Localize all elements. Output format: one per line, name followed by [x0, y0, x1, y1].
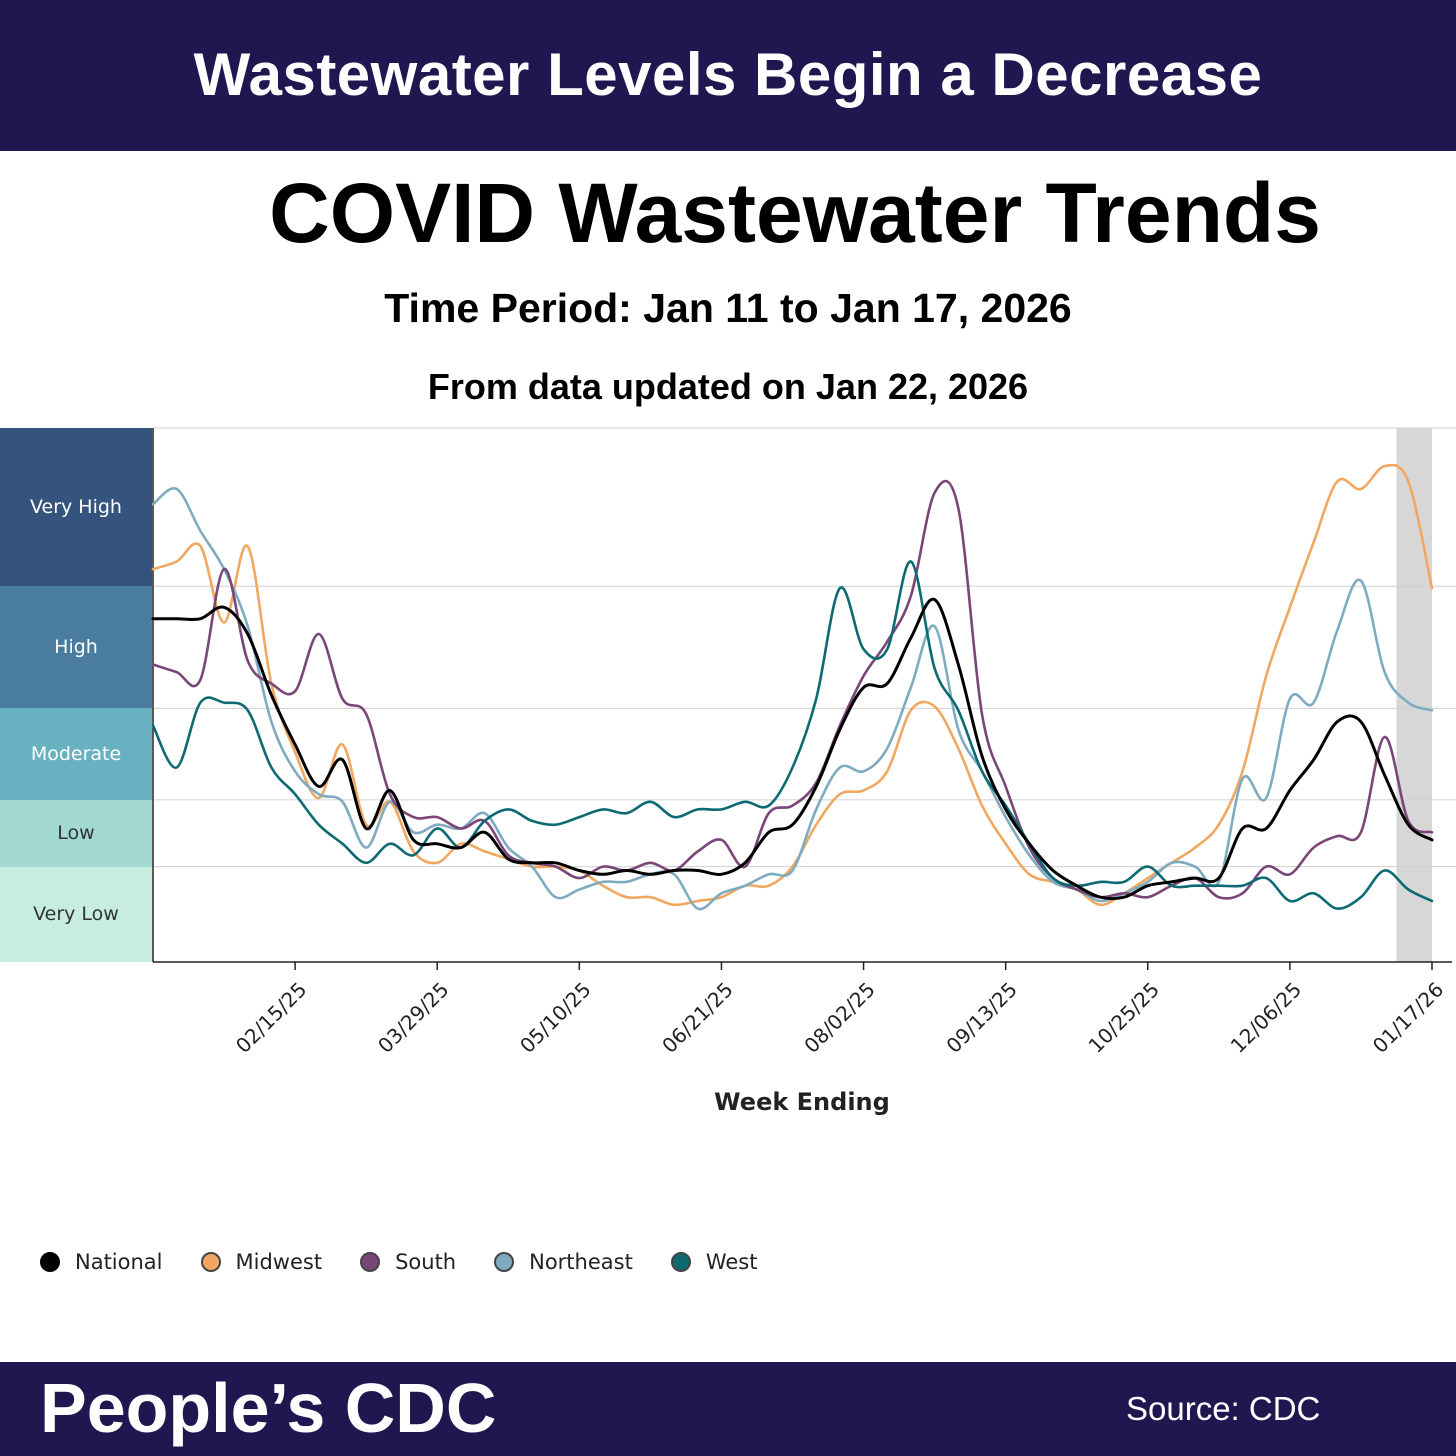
level-band-label: Very Low [33, 903, 119, 926]
level-band-very-high: Very High [0, 428, 152, 587]
x-tick-label: 05/10/25 [515, 977, 595, 1057]
x-axis-label: Week Ending [714, 1088, 890, 1116]
current-week-highlight [1396, 428, 1432, 962]
brand-logo-text: People’s CDC [40, 1369, 497, 1447]
level-band-low: Low [0, 799, 152, 867]
x-tick-label: 10/25/25 [1084, 977, 1164, 1057]
level-band-label: Moderate [30, 743, 122, 766]
x-tick-label: 03/29/25 [373, 977, 453, 1057]
legend-label: Northeast [529, 1250, 633, 1274]
chart-subtitle-updated: From data updated on Jan 22, 2026 [427, 366, 1029, 407]
legend-dot-icon [40, 1252, 60, 1272]
level-band-moderate: Moderate [0, 708, 152, 800]
level-band-label: High [54, 636, 98, 659]
legend-item-west: West [670, 1250, 758, 1274]
top-banner [0, 0, 1456, 151]
legend-dot-icon [494, 1252, 515, 1272]
legend-label: National [75, 1250, 163, 1274]
chart-title: COVID Wastewater Trends [269, 166, 1321, 260]
series-line-south [151, 479, 1434, 900]
source-label: Source: CDC [1126, 1390, 1321, 1427]
legend-item-midwest: Midwest [200, 1250, 323, 1274]
level-band-label: Low [57, 822, 95, 845]
x-tick-label: 06/21/25 [657, 977, 737, 1057]
legend-label: West [705, 1250, 758, 1274]
banner-title: Wastewater Levels Begin a Decrease [193, 41, 1263, 108]
level-band-high: High [0, 586, 152, 709]
level-band-label: Very High [30, 496, 122, 519]
level-band-very-low: Very Low [0, 866, 152, 962]
series-line-national [151, 597, 1434, 901]
x-tick-label: 12/06/25 [1226, 977, 1306, 1057]
x-tick-label: 08/02/25 [799, 977, 879, 1057]
legend-item-south: South [360, 1250, 456, 1274]
legend-label: Midwest [235, 1250, 323, 1274]
chart-subtitle-time-period: Time Period: Jan 11 to Jan 17, 2026 [384, 285, 1072, 331]
legend-dot-icon [670, 1252, 691, 1272]
legend-item-national: National [40, 1250, 163, 1274]
legend: National Midwest South Northeast West [40, 1250, 795, 1274]
legend-dot-icon [360, 1252, 381, 1272]
x-tick-label: 01/17/26 [1368, 977, 1448, 1057]
legend-item-northeast: Northeast [494, 1250, 633, 1274]
legend-label: South [395, 1250, 457, 1274]
x-tick-label: 09/13/25 [941, 977, 1021, 1057]
legend-dot-icon [200, 1252, 221, 1272]
series-line-west [151, 560, 1434, 910]
series-line-northeast [151, 487, 1434, 911]
series-line-midwest [151, 463, 1434, 907]
x-tick-label: 02/15/25 [231, 977, 311, 1057]
bottom-banner [0, 1362, 1456, 1456]
